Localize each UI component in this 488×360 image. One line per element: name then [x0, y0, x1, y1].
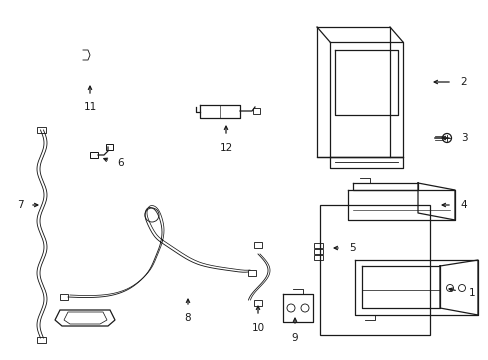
Bar: [252, 108, 260, 114]
Bar: [247, 270, 256, 276]
Text: 2: 2: [460, 77, 467, 87]
Bar: [313, 243, 323, 248]
Text: 4: 4: [460, 200, 467, 210]
Text: 6: 6: [118, 158, 124, 168]
Bar: [60, 294, 68, 300]
Bar: [90, 152, 98, 158]
Bar: [37, 127, 46, 133]
Bar: [106, 144, 113, 150]
Bar: [253, 300, 262, 306]
Text: 1: 1: [468, 288, 474, 298]
Text: 12: 12: [219, 143, 232, 153]
Text: 8: 8: [184, 313, 191, 323]
Bar: [313, 255, 323, 260]
Bar: [313, 248, 323, 253]
Text: 5: 5: [348, 243, 355, 253]
Bar: [37, 337, 46, 343]
Bar: [253, 242, 262, 248]
Text: 7: 7: [17, 200, 23, 210]
Text: 10: 10: [251, 323, 264, 333]
Text: 3: 3: [460, 133, 467, 143]
Text: 11: 11: [83, 102, 97, 112]
Text: 9: 9: [291, 333, 298, 343]
